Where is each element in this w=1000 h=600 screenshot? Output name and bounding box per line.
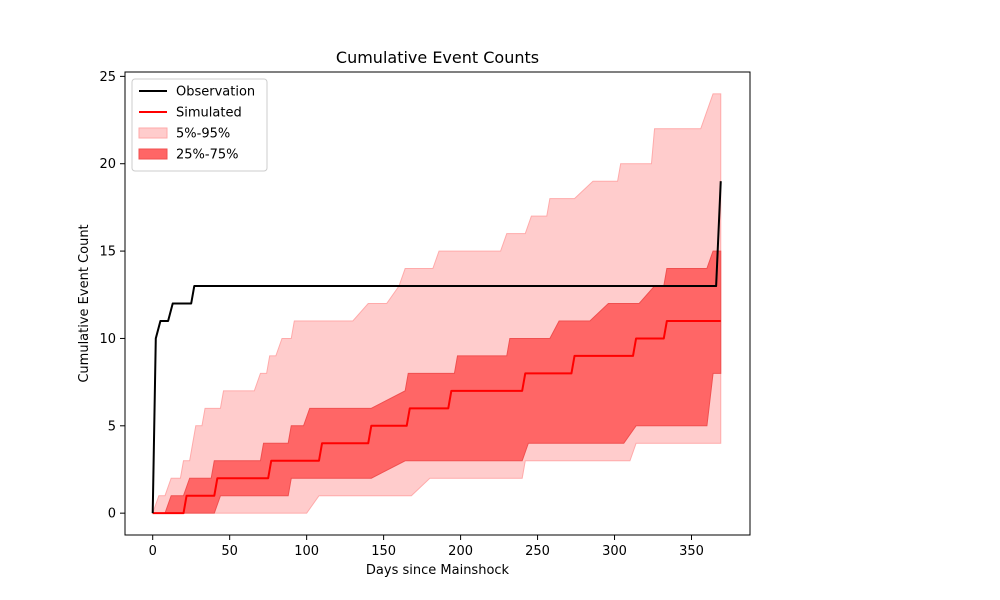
y-tick-label: 15	[99, 245, 116, 260]
ticks-layer: 0 50 100 150 200 250 300 350 0 5 10 15 20 25	[99, 70, 703, 559]
legend-label-25-75: 25%-75%	[176, 148, 238, 163]
chart-title: Cumulative Event Counts	[336, 48, 539, 67]
observation-line	[151, 181, 722, 514]
x-tick-label: 150	[371, 544, 396, 559]
legend-label-observation: Observation	[176, 85, 255, 100]
legend-box	[131, 78, 268, 172]
legend-label-simulated: Simulated	[176, 106, 242, 121]
legend-swatch-5-95	[138, 127, 168, 139]
simulated-line	[152, 319, 721, 515]
x-tick-label: 300	[602, 544, 627, 559]
x-tick-label: 200	[448, 544, 473, 559]
x-tick-label: 0	[149, 544, 157, 559]
x-tick-label: 250	[525, 544, 550, 559]
y-tick-label: 5	[108, 419, 116, 434]
x-axis-label: Days since Mainshock	[366, 563, 510, 578]
axes-frame	[124, 71, 751, 536]
legend: Observation Simulated 5%-95% 25%-75%	[131, 78, 268, 172]
legend-label-5-95: 5%-95%	[176, 127, 230, 142]
y-tick-label: 0	[108, 507, 116, 522]
y-tick-label: 20	[99, 157, 116, 172]
x-tick-label: 100	[294, 544, 319, 559]
y-tick-label: 25	[99, 70, 116, 85]
legend-swatch-25-75	[138, 148, 168, 160]
y-tick-label: 10	[99, 332, 116, 347]
lines-layer	[151, 181, 722, 515]
x-tick-label: 350	[679, 544, 704, 559]
band-25-75	[152, 250, 722, 514]
y-axis-label: Cumulative Event Count	[77, 224, 92, 382]
x-tick-label: 50	[221, 544, 238, 559]
bands-layer	[152, 93, 722, 514]
